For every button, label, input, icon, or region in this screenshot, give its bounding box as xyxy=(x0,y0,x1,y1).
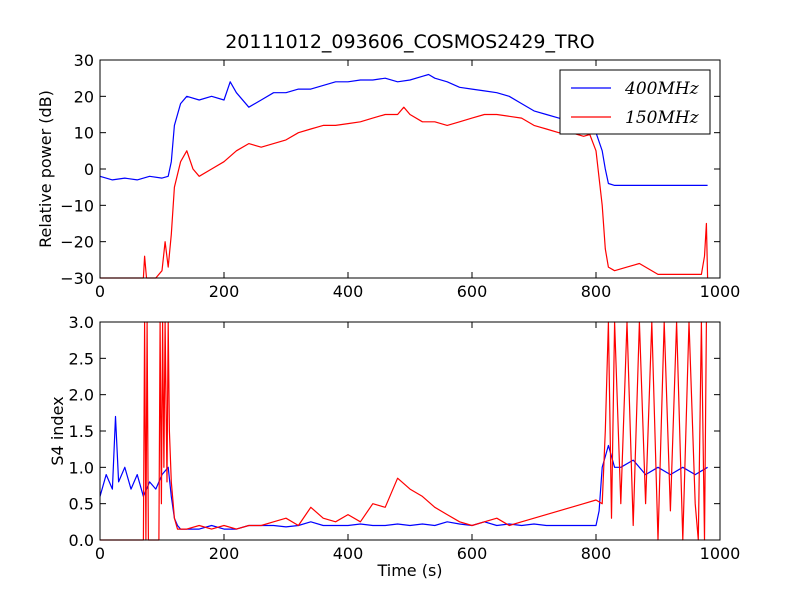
power-y-tick-label: 30 xyxy=(74,51,94,70)
s4-y-tick-label: 0.5 xyxy=(69,495,94,514)
s4-axes-frame xyxy=(99,321,721,541)
s4-y-tick-label: 2.0 xyxy=(69,386,94,405)
s4-y-tick-label: 0.0 xyxy=(69,531,94,550)
s4-x-tick-label: 200 xyxy=(209,544,240,563)
legend: 400MHz 150MHz xyxy=(559,69,711,135)
x-axis-label: Time (s) xyxy=(376,561,442,580)
s4-y-tick-label: 1.0 xyxy=(69,458,94,477)
s4-x-tick-label: 1000 xyxy=(700,544,741,563)
s4-tick-group: 0 200 400 600 800 1000 0.0 0.5 1.0 1.5 2.0 2.5 3.0 xyxy=(69,313,741,563)
power-series-line-150mhz xyxy=(100,106,709,279)
power-x-tick-label: 1000 xyxy=(700,282,741,301)
power-y-tick-label: 10 xyxy=(74,124,94,143)
power-tick-group: 0 200 400 600 800 1000 −30 −20 −10 0 10 20 30 xyxy=(60,51,740,301)
power-x-tick-label: 200 xyxy=(209,282,240,301)
power-x-tick-label: 400 xyxy=(333,282,364,301)
power-x-tick-label: 600 xyxy=(457,282,488,301)
legend-box xyxy=(559,69,711,135)
s4-x-tick-label: 0 xyxy=(95,544,105,563)
power-y-tick-label: −10 xyxy=(60,196,94,215)
s4-series-group xyxy=(99,321,708,541)
chart-title: 20111012_093606_COSMOS2429_TRO xyxy=(225,31,595,53)
legend-label-400mhz: 400MHz xyxy=(624,79,700,99)
power-y-tick-label: −20 xyxy=(60,233,94,252)
legend-label-150mhz: 150MHz xyxy=(625,108,700,128)
power-y-tick-label: 20 xyxy=(74,87,94,106)
power-y-axis-label: Relative power (dB) xyxy=(36,90,55,248)
power-x-tick-label: 800 xyxy=(581,282,612,301)
s4-y-tick-label: 2.5 xyxy=(69,349,94,368)
s4-series-line-400mhz xyxy=(99,415,708,530)
power-y-tick-label: −30 xyxy=(60,269,94,288)
s4-y-tick-label: 3.0 xyxy=(69,313,94,332)
s4-y-tick-label: 1.5 xyxy=(69,422,94,441)
power-x-tick-label: 0 xyxy=(95,282,105,301)
s4-x-tick-label: 600 xyxy=(457,544,488,563)
s4-y-axis-label: S4 index xyxy=(48,396,67,465)
power-panel: 0 200 400 600 800 1000 −30 −20 −10 0 10 20 30 Relati… xyxy=(36,51,740,301)
s4-series-line-150mhz xyxy=(100,321,708,541)
s4-panel: 0 200 400 600 800 1000 0.0 0.5 1.0 1.5 2.0 2.5 3.0 S… xyxy=(48,313,740,580)
power-y-tick-label: 0 xyxy=(84,160,94,179)
s4-x-tick-label: 400 xyxy=(333,544,364,563)
s4-x-tick-label: 800 xyxy=(581,544,612,563)
